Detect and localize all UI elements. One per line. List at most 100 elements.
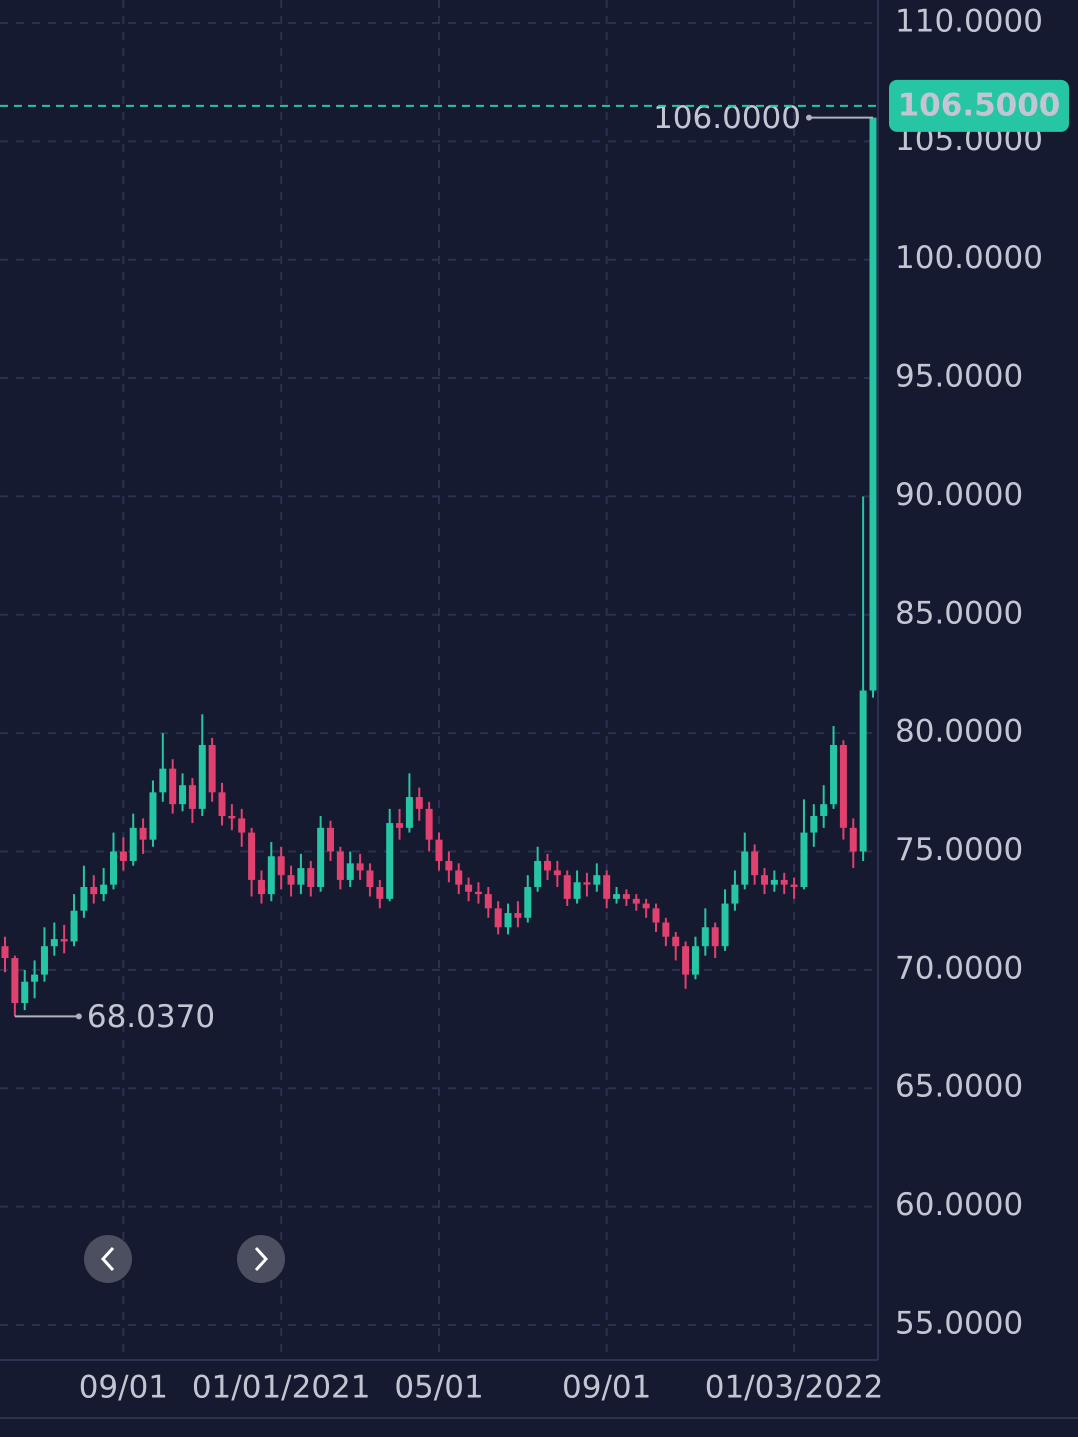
nav-next[interactable] <box>237 1235 285 1283</box>
candle-body <box>169 768 177 805</box>
candle <box>711 922 719 959</box>
y-tick-label: 100.0000 <box>895 240 1043 276</box>
y-tick-label: 90.0000 <box>895 477 1023 513</box>
candle <box>504 903 512 935</box>
candle <box>307 860 315 897</box>
candle-body <box>1 946 9 959</box>
candle <box>257 870 265 904</box>
candle <box>149 780 157 847</box>
candle-body <box>800 832 808 888</box>
candle <box>40 927 48 982</box>
candle <box>583 872 591 897</box>
candle <box>169 759 177 814</box>
candle-body <box>100 884 108 895</box>
x-tick-label: 09/01 <box>79 1370 168 1406</box>
candle-body <box>188 785 196 809</box>
nav-next-icon[interactable] <box>254 1246 269 1272</box>
y-tick-label: 75.0000 <box>895 832 1023 868</box>
y-tick-label: 110.0000 <box>895 3 1043 39</box>
candle <box>317 816 325 892</box>
candle-body <box>711 927 719 947</box>
candle-body <box>149 792 157 840</box>
candle <box>810 804 818 847</box>
candle-body <box>179 785 187 805</box>
candle <box>11 955 19 1017</box>
candle-body <box>11 958 19 1004</box>
candle <box>198 714 206 816</box>
candle-body <box>376 887 384 899</box>
candle-body <box>524 887 532 918</box>
candle <box>188 778 196 824</box>
annotation-dot <box>806 114 812 121</box>
candle-body <box>405 797 413 828</box>
candle <box>770 870 778 892</box>
candle <box>100 868 108 902</box>
candle-body <box>139 827 147 840</box>
candle <box>830 726 838 809</box>
candle-body <box>228 816 236 819</box>
candle <box>672 931 680 961</box>
candle <box>50 922 58 956</box>
candle-body <box>741 851 749 885</box>
nav-next-circle[interactable] <box>237 1235 285 1283</box>
candle <box>494 901 502 935</box>
candle-body <box>129 827 137 861</box>
candle <box>839 740 847 840</box>
annotation-label: 68.0370 <box>87 999 215 1035</box>
candle <box>869 117 877 698</box>
candle <box>613 887 621 904</box>
candle-body <box>494 908 502 928</box>
candle <box>751 844 759 885</box>
candle-body <box>691 946 699 975</box>
candle <box>60 924 68 954</box>
candle <box>593 863 601 892</box>
candle-body <box>632 898 640 904</box>
candle <box>721 889 729 951</box>
candle-body <box>849 827 857 852</box>
candle-body <box>110 851 117 885</box>
candle-body <box>336 851 344 880</box>
candle-body <box>415 797 423 809</box>
y-tick-label: 65.0000 <box>895 1069 1023 1105</box>
x-tick-label: 05/01 <box>394 1370 483 1406</box>
candle <box>761 868 768 895</box>
candle <box>208 737 216 802</box>
candle <box>366 863 374 897</box>
candle <box>31 960 39 999</box>
nav-prev-circle[interactable] <box>84 1235 132 1283</box>
candle-body <box>297 868 305 885</box>
candle <box>297 853 305 895</box>
candle <box>238 808 246 847</box>
candle <box>445 851 453 883</box>
candle-body <box>534 860 542 888</box>
candle <box>642 898 650 918</box>
candle-body <box>830 744 838 805</box>
candle-body <box>287 875 295 885</box>
candle <box>632 894 640 911</box>
candle <box>228 804 236 831</box>
candle <box>415 787 423 821</box>
candle <box>731 870 739 911</box>
candle-body <box>672 936 680 947</box>
candle-body <box>573 882 581 899</box>
candle <box>553 860 561 888</box>
nav-prev-icon[interactable] <box>100 1246 115 1272</box>
candle <box>346 851 354 888</box>
candle <box>544 853 551 880</box>
candle <box>386 808 394 902</box>
candle <box>455 863 463 895</box>
candle-body <box>425 808 433 840</box>
candle <box>514 901 522 928</box>
candle-body <box>317 827 325 888</box>
candle <box>780 872 788 895</box>
nav-prev[interactable] <box>84 1235 132 1283</box>
candle-body <box>682 946 690 975</box>
candle <box>622 889 630 906</box>
candle <box>179 773 187 812</box>
candle <box>573 870 581 904</box>
candle <box>90 875 98 904</box>
candle <box>652 903 660 932</box>
candle-body <box>563 875 571 899</box>
candle <box>336 846 344 890</box>
candle-body <box>721 903 729 947</box>
